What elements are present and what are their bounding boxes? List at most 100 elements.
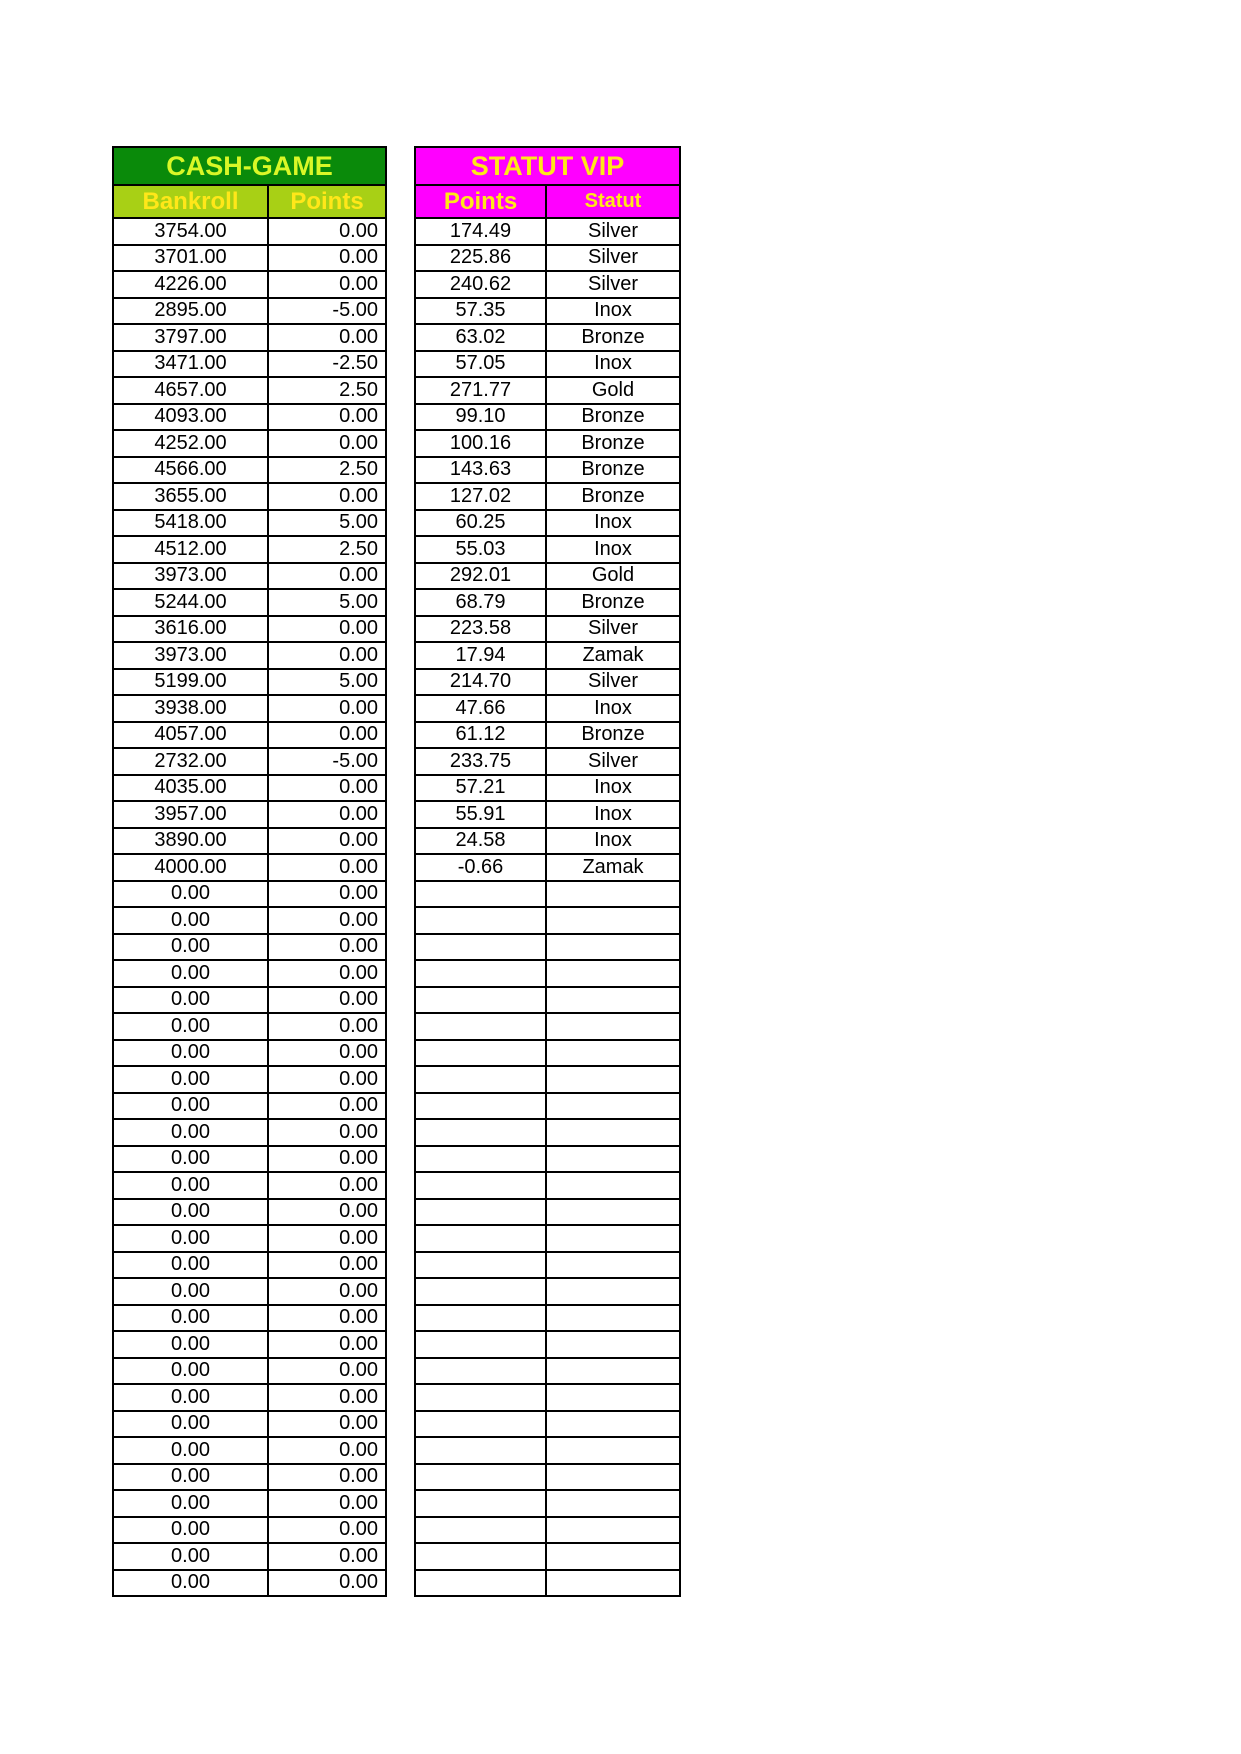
bankroll-cell: 0.00 xyxy=(112,1171,269,1200)
bankroll-cell: 0.00 xyxy=(112,932,269,961)
bankroll-cell: 0.00 xyxy=(112,1462,269,1491)
table-row: 55.03 Inox xyxy=(414,535,681,564)
table-row: 0.00 0.00 xyxy=(112,1277,387,1306)
table-row: 4057.00 0.00 xyxy=(112,720,387,749)
statut-cell: Bronze xyxy=(545,455,681,484)
points-cell: 0.00 xyxy=(267,694,387,723)
table-row: 57.21 Inox xyxy=(414,773,681,802)
table-row: 4226.00 0.00 xyxy=(112,270,387,299)
statut-cell: Silver xyxy=(545,747,681,776)
statut-cell xyxy=(545,1568,681,1597)
bankroll-cell: 5244.00 xyxy=(112,588,269,617)
statut-vip-subheader-row: Points Statut xyxy=(414,184,681,219)
vip-points-cell xyxy=(414,1012,547,1041)
vip-points-cell: 225.86 xyxy=(414,243,547,272)
statut-cell: Inox xyxy=(545,694,681,723)
table-row: 127.02 Bronze xyxy=(414,482,681,511)
statut-cell: Gold xyxy=(545,561,681,590)
table-row: 0.00 0.00 xyxy=(112,879,387,908)
bankroll-cell: 0.00 xyxy=(112,1224,269,1253)
vip-points-cell xyxy=(414,1038,547,1067)
vip-points-cell: 240.62 xyxy=(414,270,547,299)
vip-points-cell: 223.58 xyxy=(414,614,547,643)
points-cell: 5.00 xyxy=(267,508,387,537)
bankroll-cell: 0.00 xyxy=(112,1383,269,1412)
points-cell: 0.00 xyxy=(267,1197,387,1226)
bankroll-cell: 4657.00 xyxy=(112,376,269,405)
statut-cell xyxy=(545,1250,681,1279)
table-row xyxy=(414,1436,681,1465)
points-cell: 0.00 xyxy=(267,323,387,352)
statut-cell: Gold xyxy=(545,376,681,405)
bankroll-cell: 0.00 xyxy=(112,985,269,1014)
vip-points-cell xyxy=(414,1383,547,1412)
bankroll-cell: 0.00 xyxy=(112,1144,269,1173)
points-cell: 2.50 xyxy=(267,455,387,484)
bankroll-cell: 4226.00 xyxy=(112,270,269,299)
table-row: -0.66 Zamak xyxy=(414,853,681,882)
bankroll-cell: 3973.00 xyxy=(112,561,269,590)
vip-points-cell xyxy=(414,1330,547,1359)
bankroll-cell: 4566.00 xyxy=(112,455,269,484)
bankroll-cell: 0.00 xyxy=(112,1091,269,1120)
vip-points-cell: 174.49 xyxy=(414,217,547,246)
table-row: 3957.00 0.00 xyxy=(112,800,387,829)
bankroll-cell: 0.00 xyxy=(112,1409,269,1438)
statut-cell xyxy=(545,932,681,961)
vip-points-cell: 57.05 xyxy=(414,349,547,378)
vip-points-cell: 55.91 xyxy=(414,800,547,829)
table-row: 55.91 Inox xyxy=(414,800,681,829)
statut-cell: Bronze xyxy=(545,588,681,617)
statut-cell: Inox xyxy=(545,826,681,855)
vip-points-cell: 99.10 xyxy=(414,402,547,431)
table-row xyxy=(414,1489,681,1518)
table-row: 271.77 Gold xyxy=(414,376,681,405)
statut-cell xyxy=(545,959,681,988)
points-cell: 0.00 xyxy=(267,1065,387,1094)
table-row xyxy=(414,1197,681,1226)
statut-cell: Bronze xyxy=(545,482,681,511)
bankroll-cell: 0.00 xyxy=(112,879,269,908)
points-cell: 0.00 xyxy=(267,217,387,246)
statut-cell xyxy=(545,1409,681,1438)
statut-cell xyxy=(545,1038,681,1067)
vip-points-cell xyxy=(414,1250,547,1279)
statut-cell xyxy=(545,1515,681,1544)
bankroll-header: Bankroll xyxy=(112,184,269,219)
table-row: 0.00 0.00 xyxy=(112,1144,387,1173)
vip-points-cell xyxy=(414,1515,547,1544)
table-row: 0.00 0.00 xyxy=(112,1436,387,1465)
vip-points-cell xyxy=(414,1091,547,1120)
statut-cell xyxy=(545,879,681,908)
statut-cell xyxy=(545,1542,681,1571)
table-row: 0.00 0.00 xyxy=(112,1303,387,1332)
bankroll-cell: 4057.00 xyxy=(112,720,269,749)
statut-cell xyxy=(545,1012,681,1041)
table-row xyxy=(414,1330,681,1359)
table-row xyxy=(414,1515,681,1544)
cash-game-table: CASH-GAME Bankroll Points 3754.00 0.00 370… xyxy=(112,146,387,1597)
points-cell: 5.00 xyxy=(267,588,387,617)
vip-points-cell: 100.16 xyxy=(414,429,547,458)
points-cell: 0.00 xyxy=(267,270,387,299)
table-row: 2895.00 -5.00 xyxy=(112,296,387,325)
statut-cell xyxy=(545,1197,681,1226)
vip-points-cell xyxy=(414,1462,547,1491)
table-row: 4566.00 2.50 xyxy=(112,455,387,484)
table-row xyxy=(414,1409,681,1438)
statut-vip-body: 174.49 Silver 225.86 Silver 240.62 Silver 57.3… xyxy=(414,217,681,1597)
bankroll-cell: 0.00 xyxy=(112,1250,269,1279)
vip-points-header: Points xyxy=(414,184,547,219)
points-cell: 0.00 xyxy=(267,985,387,1014)
statut-cell: Inox xyxy=(545,773,681,802)
table-row: 63.02 Bronze xyxy=(414,323,681,352)
points-cell: 0.00 xyxy=(267,1303,387,1332)
points-cell: 0.00 xyxy=(267,773,387,802)
points-cell: 0.00 xyxy=(267,1462,387,1491)
statut-cell: Bronze xyxy=(545,402,681,431)
tables-container: CASH-GAME Bankroll Points 3754.00 0.00 370… xyxy=(112,146,681,1597)
table-row: 214.70 Silver xyxy=(414,667,681,696)
vip-points-cell: 24.58 xyxy=(414,826,547,855)
cash-game-title-row: CASH-GAME xyxy=(112,146,387,186)
table-row: 57.35 Inox xyxy=(414,296,681,325)
